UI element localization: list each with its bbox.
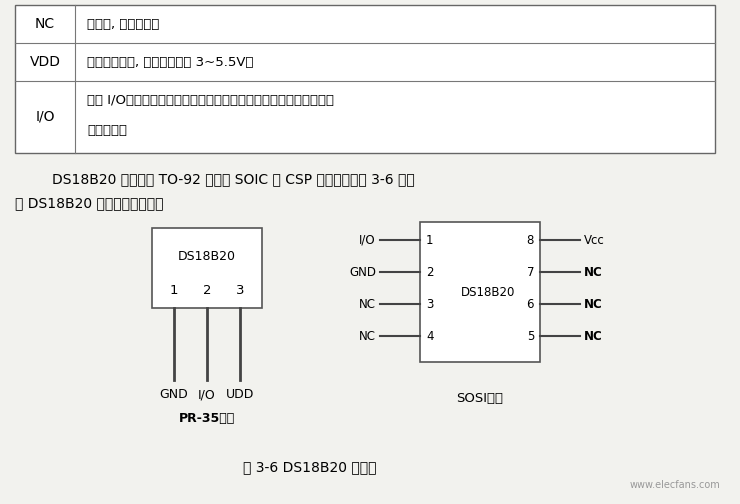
Text: 8: 8 xyxy=(527,233,534,246)
Text: 4: 4 xyxy=(426,330,434,343)
Text: 5: 5 xyxy=(527,330,534,343)
Text: NC: NC xyxy=(359,297,376,310)
Text: I/O: I/O xyxy=(360,233,376,246)
Text: 2: 2 xyxy=(426,266,434,279)
Text: VDD: VDD xyxy=(30,55,61,69)
Text: 数据 I/O，对于单线操作：漏极开路。当工作在寄生电源模式时用来: 数据 I/O，对于单线操作：漏极开路。当工作在寄生电源模式时用来 xyxy=(87,95,334,107)
Text: PR-35封装: PR-35封装 xyxy=(179,412,235,425)
Text: 1: 1 xyxy=(426,233,434,246)
Text: SOSI封装: SOSI封装 xyxy=(457,392,503,405)
Text: 2: 2 xyxy=(203,283,211,296)
Text: I/O: I/O xyxy=(36,110,55,124)
Text: DS18B20: DS18B20 xyxy=(178,249,236,263)
Bar xyxy=(152,228,262,308)
Text: 可选电源电压, 电源电压范围 3~5.5V；: 可选电源电压, 电源电压范围 3~5.5V； xyxy=(87,55,254,69)
Text: NC: NC xyxy=(584,297,603,310)
Text: NC: NC xyxy=(584,330,603,343)
Bar xyxy=(15,5,715,153)
Text: I/O: I/O xyxy=(198,388,216,401)
Text: GND: GND xyxy=(349,266,376,279)
Text: 图 3-6 DS18B20 的封装: 图 3-6 DS18B20 的封装 xyxy=(243,460,377,474)
Text: 3: 3 xyxy=(426,297,434,310)
Text: 为 DS18B20 的内部结构框图：: 为 DS18B20 的内部结构框图： xyxy=(15,196,164,210)
Text: 空引脚, 一无连接；: 空引脚, 一无连接； xyxy=(87,18,159,31)
Text: NC: NC xyxy=(359,330,376,343)
Text: DS18B20: DS18B20 xyxy=(461,285,515,298)
Text: 提供电源。: 提供电源。 xyxy=(87,124,127,138)
Text: Vcc: Vcc xyxy=(584,233,605,246)
Text: GND: GND xyxy=(160,388,189,401)
Text: 6: 6 xyxy=(526,297,534,310)
Text: NC: NC xyxy=(584,266,603,279)
Bar xyxy=(420,222,540,362)
Text: UDD: UDD xyxy=(226,388,254,401)
Text: 1: 1 xyxy=(169,283,178,296)
Text: www.elecfans.com: www.elecfans.com xyxy=(629,480,720,490)
Text: 3: 3 xyxy=(236,283,244,296)
Text: 7: 7 xyxy=(526,266,534,279)
Text: DS18B20 主要选用 TO-92 封装或 SOIC 及 CSP 封装形式。图 3-6 所示: DS18B20 主要选用 TO-92 封装或 SOIC 及 CSP 封装形式。图… xyxy=(52,172,414,186)
Text: NC: NC xyxy=(35,17,55,31)
